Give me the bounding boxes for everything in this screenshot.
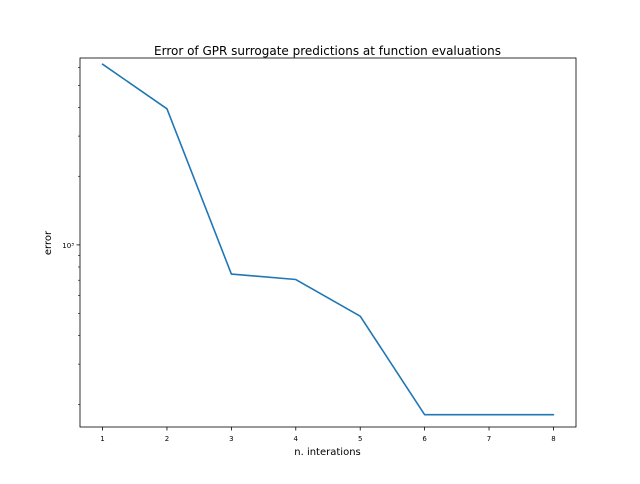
- x-axis-label: n. interations: [294, 447, 361, 458]
- series-line-0: [101, 63, 555, 416]
- x-tick-label-7: 8: [551, 435, 555, 443]
- y-axis-label: error: [43, 230, 54, 255]
- x-tick-label-1: 2: [165, 435, 169, 443]
- axes-frame: [79, 57, 577, 428]
- x-tick-label-2: 3: [229, 435, 233, 443]
- x-tick-label-0: 1: [100, 435, 104, 443]
- chart-title: Error of GPR surrogate predictions at fu…: [154, 44, 501, 58]
- x-tick-label-3: 4: [294, 435, 299, 443]
- x-tick-label-5: 6: [422, 435, 427, 443]
- x-tick-label-4: 5: [358, 435, 362, 443]
- y-tick-label-0: 10³: [62, 242, 74, 250]
- x-tick-label-6: 7: [487, 435, 491, 443]
- plot-area: 1 2 3 4 5 6 7 8 10³: [62, 57, 577, 443]
